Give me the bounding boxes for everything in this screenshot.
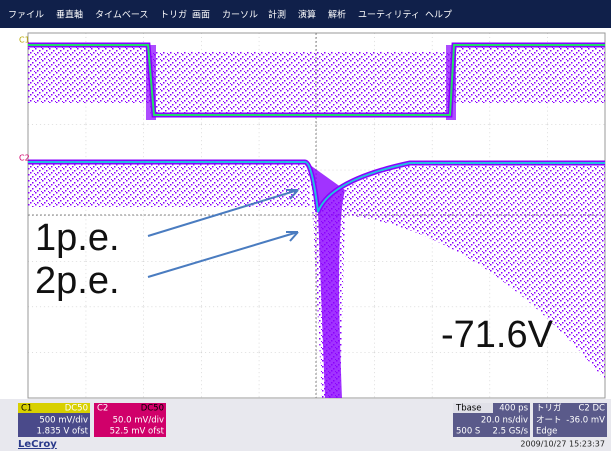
c1-offset: 1.835 V ofst <box>36 427 88 437</box>
timebase-delay: 400 ps <box>499 404 528 414</box>
c2-box[interactable]: C2 DC50 50.0 mV/div 52.5 mV ofst <box>94 403 166 437</box>
menu-item[interactable]: 画面 <box>192 10 210 21</box>
c1-box[interactable]: C1 DC50 500 mV/div 1.835 V ofst <box>18 403 90 437</box>
menu-item[interactable]: カーソル <box>222 10 258 21</box>
annotation: 2p.e. <box>35 260 120 302</box>
c1-label: C1 <box>21 404 32 414</box>
trigger-source: C2 DC <box>578 404 605 414</box>
c2-label: C2 <box>97 404 108 414</box>
c2-marker: C2 <box>19 154 30 163</box>
menu: ファイル 垂直軸 タイムベース トリガ 画面 カーソル 計測 演算 解析 ユーテ… <box>8 9 452 21</box>
menu-item[interactable]: トリガ <box>160 10 187 21</box>
timebase-points: 500 S <box>456 427 480 437</box>
annotation: -71.6V <box>441 314 554 356</box>
timebase-box[interactable]: Tbase 400 ps 20.0 ns/div 500 S 2.5 GS/s <box>453 403 530 437</box>
menu-item[interactable]: 垂直軸 <box>56 9 83 21</box>
c2-coupling: DC50 <box>141 404 164 414</box>
menu-item[interactable]: 演算 <box>298 9 316 21</box>
timebase-scale: 20.0 ns/div <box>481 416 528 426</box>
annotation: 1p.e. <box>35 217 120 259</box>
c1-noise <box>452 45 605 103</box>
timebase-rate: 2.5 GS/s <box>493 427 529 437</box>
c2-offset: 52.5 mV ofst <box>110 427 165 437</box>
trigger-label: トリガ <box>536 403 562 414</box>
menu-item[interactable]: 解析 <box>328 9 346 21</box>
menu-item[interactable]: ヘルプ <box>425 10 452 21</box>
timestamp: 2009/10/27 15:23:37 <box>520 440 605 449</box>
menu-item[interactable]: 計測 <box>268 9 286 21</box>
scope-screen: ファイル 垂直軸 タイムベース トリガ 画面 カーソル 計測 演算 解析 ユーテ… <box>0 0 611 451</box>
trigger-level: -36.0 mV <box>566 416 605 426</box>
brand-logo: LeCroy <box>18 439 57 450</box>
trigger-box[interactable]: トリガ C2 DC オート -36.0 mV Edge <box>533 403 607 438</box>
c1-coupling: DC50 <box>65 404 88 414</box>
trigger-mode: オート <box>536 416 562 426</box>
c1-marker: C1 <box>19 36 30 45</box>
c2-scale: 50.0 mV/div <box>113 416 164 426</box>
c1-noise <box>150 52 452 115</box>
menu-item[interactable]: タイムベース <box>95 10 148 21</box>
menu-item[interactable]: ユーティリティ <box>358 10 420 21</box>
timebase-label: Tbase <box>455 404 481 414</box>
trigger-type: Edge <box>536 427 557 437</box>
c1-scale: 500 mV/div <box>39 416 88 426</box>
c1-noise <box>28 45 150 103</box>
menu-item[interactable]: ファイル <box>8 11 44 21</box>
